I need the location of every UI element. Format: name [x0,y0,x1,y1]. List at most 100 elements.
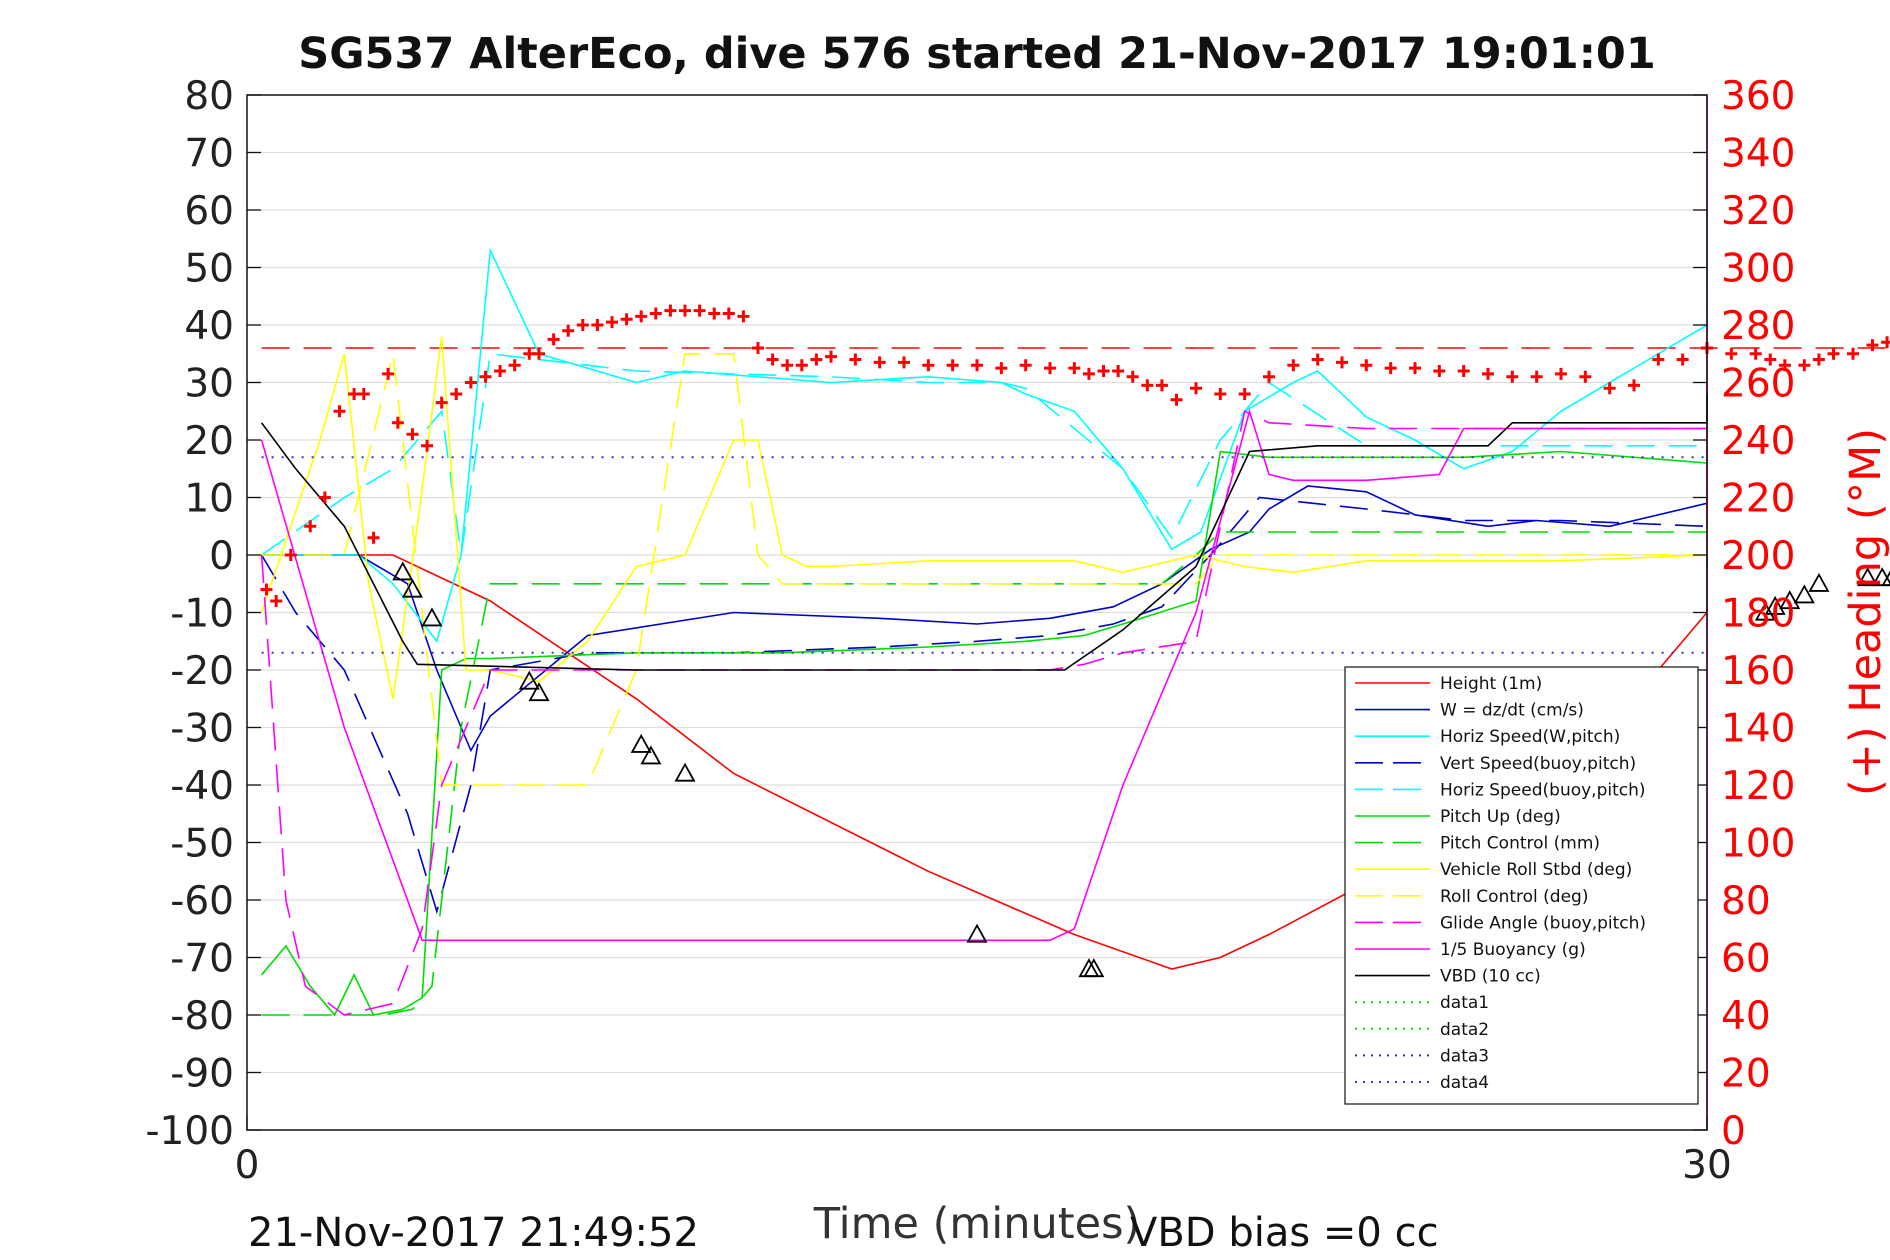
x-tick-label: 30 [1682,1143,1732,1188]
y-tick-label: -20 [170,649,234,694]
y2-tick-label: 340 [1721,132,1795,177]
heading-marker [1190,382,1202,395]
depth-marker [966,923,988,943]
x-axis-label: Time (minutes) [813,1199,1141,1249]
heading-marker [547,333,560,346]
heading-marker [1676,353,1689,366]
heading-marker [693,304,706,317]
heading-marker [1044,362,1056,375]
heading-marker [1082,367,1095,380]
y2-tick-label: 160 [1721,649,1795,694]
legend-entry: VBD (10 cc) [1440,967,1541,987]
heading-marker [1778,359,1791,372]
legend-entry: Glide Angle (buoy,pitch) [1440,913,1646,933]
heading-marker [591,319,604,331]
heading-marker [1530,370,1543,383]
legend-entry: Horiz Speed(buoy,pitch) [1440,780,1646,800]
depth-marker [674,762,696,782]
heading-marker [1019,359,1032,372]
heading-marker [1433,365,1446,377]
legend-entry: 1/5 Buoyancy (g) [1440,940,1586,960]
heading-marker [781,359,794,372]
legend-entry: Roll Control (deg) [1440,887,1588,907]
depth-marker [518,670,540,690]
heading-marker [576,319,589,331]
depth-marker [630,733,652,753]
heading-markers [260,304,1890,607]
heading-marker [1881,336,1890,349]
legend-entry: Height (1m) [1440,674,1542,694]
heading-marker [1263,370,1275,383]
heading-marker [849,353,862,366]
heading-marker [620,313,633,326]
footer-timestamp: 21-Nov-2017 21:49:52 [248,1210,699,1256]
depth-marker [1881,570,1890,587]
heading-marker [737,310,750,323]
legend-entry: Pitch Up (deg) [1440,807,1561,827]
heading-marker [708,307,721,320]
y2-tick-label: 300 [1721,247,1795,292]
y2-tick-label: 120 [1721,764,1795,809]
y-tick-label: -80 [170,994,234,1039]
y-tick-label: 20 [184,419,234,464]
y2-tick-label: 20 [1721,1052,1771,1097]
heading-marker [318,491,331,504]
y-tick-label: -100 [145,1109,234,1154]
heading-marker [766,353,779,366]
y2-tick-label: 240 [1721,419,1795,464]
legend-entry: data4 [1440,1073,1489,1093]
heading-marker [1579,370,1592,383]
depth-marker [421,607,443,627]
heading-marker [1384,362,1397,375]
legend-entry: data1 [1440,993,1489,1013]
heading-marker [1764,353,1777,366]
heading-marker [1482,367,1494,380]
heading-marker [1214,388,1227,400]
legend-box [1344,666,1699,1105]
depth-marker [1857,567,1879,587]
legend-entry: Horiz Speed(W,pitch) [1440,727,1620,747]
y2-tick-label: 0 [1721,1109,1746,1154]
heading-marker [1287,359,1300,372]
heading-marker [357,388,370,400]
depth-marker [528,682,550,702]
heading-marker [391,416,404,429]
heading-marker [635,310,648,323]
y-tick-label: -70 [170,937,234,982]
x-tick-label: 0 [235,1143,260,1188]
heading-marker [533,347,545,360]
y-tick-label: 40 [184,304,234,349]
chart-title: SG537 AlterEco, dive 576 started 21-Nov-… [298,29,1656,79]
y2-tick-label: 80 [1721,879,1771,924]
y2-tick-label: 220 [1721,477,1795,522]
footer-vbd-bias: VBD bias =0 cc [1130,1210,1439,1256]
heading-marker [1847,347,1859,360]
y-tick-label: -40 [170,764,234,809]
y-tick-label: 80 [184,74,234,119]
legend-entry: data2 [1440,1020,1489,1040]
heading-marker [1506,370,1519,383]
heading-marker [825,350,837,363]
heading-marker [1603,382,1616,395]
heading-marker [1068,362,1081,375]
heading-marker [421,439,434,452]
heading-marker [664,304,677,317]
depth-marker [1779,590,1801,610]
series-line-8 [260,325,1708,699]
y2-tick-label: 60 [1721,937,1771,982]
axes: 80706050403020100-10-20-30-40-50-60-70-8… [145,74,1795,1188]
depth-marker [392,561,414,581]
heading-marker [1725,347,1738,360]
heading-marker [1749,347,1762,360]
depth-marker [401,578,423,598]
heading-marker [995,362,1008,375]
series-line-7 [261,497,1708,1016]
heading-marker [450,388,463,400]
heading-marker [1798,359,1811,372]
heading-marker [679,304,691,317]
heading-marker [333,405,346,418]
depth-marker [1764,595,1786,615]
heading-marker [1126,370,1139,383]
y-tick-label: -90 [170,1052,234,1097]
legend-entry: Vert Speed(buoy,pitch) [1440,754,1636,774]
